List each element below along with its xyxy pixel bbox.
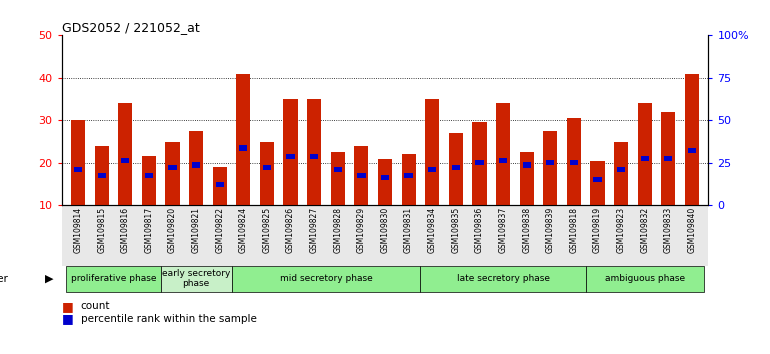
Bar xyxy=(401,154,416,205)
Bar xyxy=(216,182,224,187)
Bar xyxy=(145,173,153,178)
Bar xyxy=(213,167,227,205)
Bar xyxy=(685,74,699,205)
Bar xyxy=(283,99,298,205)
Bar xyxy=(591,161,604,205)
Bar xyxy=(239,145,247,150)
Text: mid secretory phase: mid secretory phase xyxy=(280,274,373,283)
Bar xyxy=(71,120,85,205)
Text: ■: ■ xyxy=(62,300,73,313)
Bar xyxy=(688,148,696,153)
Text: late secretory phase: late secretory phase xyxy=(457,274,550,283)
Bar xyxy=(499,158,507,163)
Bar xyxy=(425,99,440,205)
Text: count: count xyxy=(81,301,110,311)
Bar xyxy=(307,99,321,205)
Bar xyxy=(189,131,203,205)
Text: percentile rank within the sample: percentile rank within the sample xyxy=(81,314,256,324)
Bar xyxy=(95,146,109,205)
Text: proliferative phase: proliferative phase xyxy=(71,274,156,283)
Text: GDS2052 / 221052_at: GDS2052 / 221052_at xyxy=(62,21,199,34)
Bar xyxy=(74,167,82,172)
Bar xyxy=(263,165,271,170)
Bar xyxy=(428,167,437,172)
Bar xyxy=(357,173,366,178)
Bar xyxy=(452,165,460,170)
Bar xyxy=(260,142,274,205)
Bar xyxy=(236,74,250,205)
Bar xyxy=(166,142,179,205)
Bar xyxy=(665,156,672,161)
Text: ▶: ▶ xyxy=(45,274,54,284)
Bar xyxy=(310,154,318,159)
Bar xyxy=(496,103,510,205)
Bar xyxy=(404,173,413,178)
Bar xyxy=(567,118,581,205)
Bar xyxy=(617,167,625,172)
Text: other: other xyxy=(0,274,12,284)
Bar xyxy=(523,162,531,167)
Bar xyxy=(142,156,156,205)
Text: ■: ■ xyxy=(62,312,73,325)
Bar xyxy=(98,173,105,178)
Bar xyxy=(449,133,463,205)
Text: early secretory
phase: early secretory phase xyxy=(162,269,230,289)
Bar xyxy=(594,177,601,182)
Bar xyxy=(546,160,554,165)
Bar xyxy=(192,162,200,167)
Bar xyxy=(614,142,628,205)
Bar xyxy=(119,103,132,205)
Bar xyxy=(472,122,487,205)
Bar xyxy=(286,154,295,159)
Bar xyxy=(475,160,484,165)
Bar xyxy=(330,152,345,205)
Text: ambiguous phase: ambiguous phase xyxy=(604,274,685,283)
Bar xyxy=(543,131,557,205)
Bar xyxy=(378,159,392,205)
Bar xyxy=(641,156,649,161)
Bar xyxy=(333,167,342,172)
Bar xyxy=(661,112,675,205)
Bar xyxy=(381,175,389,180)
Bar xyxy=(520,152,534,205)
Bar xyxy=(570,160,578,165)
Bar xyxy=(354,146,369,205)
Bar xyxy=(121,158,129,163)
Bar xyxy=(638,103,651,205)
Bar xyxy=(169,165,176,170)
